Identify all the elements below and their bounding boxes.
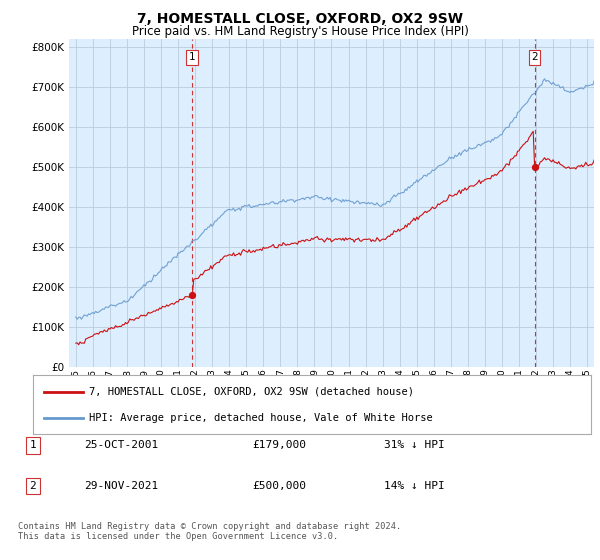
Text: 7, HOMESTALL CLOSE, OXFORD, OX2 9SW: 7, HOMESTALL CLOSE, OXFORD, OX2 9SW <box>137 12 463 26</box>
Text: Contains HM Land Registry data © Crown copyright and database right 2024.
This d: Contains HM Land Registry data © Crown c… <box>18 522 401 542</box>
Point <box>187 291 197 300</box>
Text: 7, HOMESTALL CLOSE, OXFORD, OX2 9SW (detached house): 7, HOMESTALL CLOSE, OXFORD, OX2 9SW (det… <box>89 386 414 396</box>
Text: 1: 1 <box>189 52 196 62</box>
Text: 2: 2 <box>29 481 37 491</box>
Text: £179,000: £179,000 <box>252 440 306 450</box>
Text: 29-NOV-2021: 29-NOV-2021 <box>84 481 158 491</box>
Text: 25-OCT-2001: 25-OCT-2001 <box>84 440 158 450</box>
Text: Price paid vs. HM Land Registry's House Price Index (HPI): Price paid vs. HM Land Registry's House … <box>131 25 469 38</box>
Text: HPI: Average price, detached house, Vale of White Horse: HPI: Average price, detached house, Vale… <box>89 413 433 423</box>
Text: 31% ↓ HPI: 31% ↓ HPI <box>384 440 445 450</box>
Text: 14% ↓ HPI: 14% ↓ HPI <box>384 481 445 491</box>
Point <box>530 162 539 171</box>
Text: 1: 1 <box>29 440 37 450</box>
Text: 2: 2 <box>531 52 538 62</box>
Text: £500,000: £500,000 <box>252 481 306 491</box>
